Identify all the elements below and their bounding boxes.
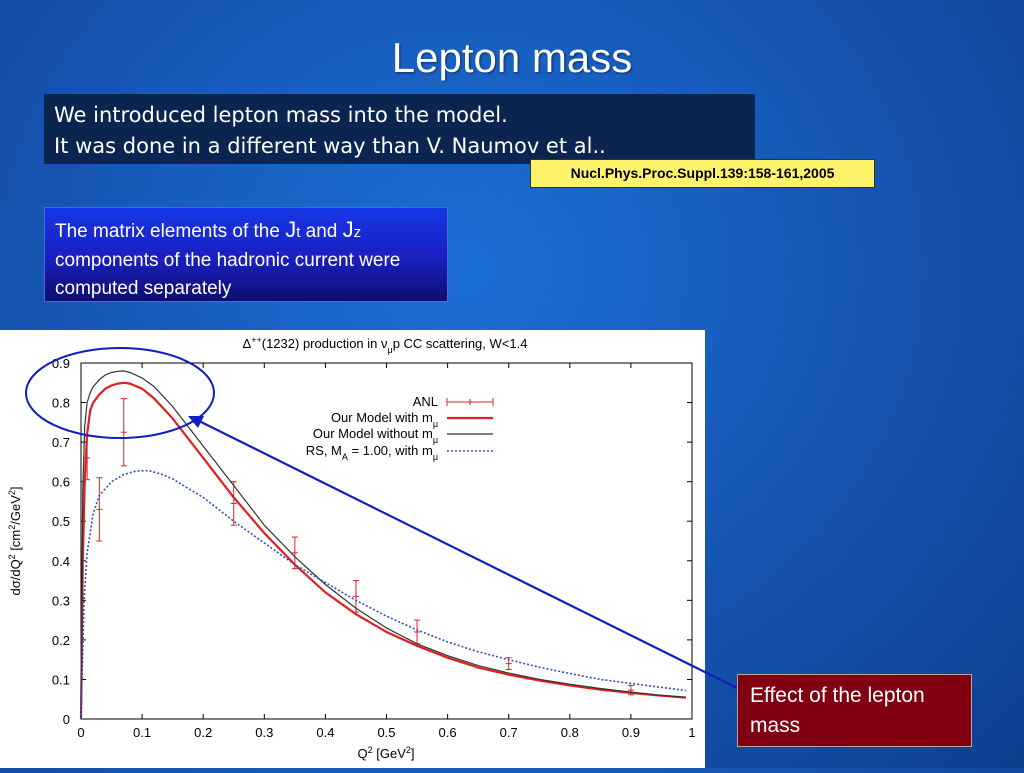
y-tick-label: 0.6	[52, 475, 70, 490]
x-tick-label: 0.2	[194, 725, 212, 740]
text-part: 2	[7, 554, 17, 559]
matrix-j-z: J	[342, 217, 354, 242]
reference-badge: Nucl.Phys.Proc.Suppl.139:158-161,2005	[530, 159, 875, 188]
matrix-elements-note: The matrix elements of the Jt and Jz com…	[44, 207, 448, 302]
text-part: [cm	[8, 530, 23, 555]
y-tick-label: 0.7	[52, 435, 70, 450]
x-tick-label: 0.1	[133, 725, 151, 740]
text-part: dσ/dQ	[8, 559, 23, 595]
text-part: ]	[8, 486, 23, 490]
x-tick-label: 0.6	[439, 725, 457, 740]
text-part: ++	[251, 335, 262, 345]
text-part: Q	[357, 746, 367, 761]
matrix-text-a: The matrix elements of the	[55, 221, 286, 242]
text-part: 2	[7, 490, 17, 495]
text-part: μ	[433, 419, 438, 429]
text-part: 2	[368, 745, 373, 755]
effect-of-lepton-mass-label: Effect of the lepton mass	[737, 674, 972, 747]
y-tick-label: 0.1	[52, 672, 70, 687]
text-part: p CC scattering, W<1.4	[393, 336, 528, 351]
y-axis-label: dσ/dQ2 [cm2/GeV2]	[7, 486, 23, 595]
text-part: [GeV	[373, 746, 407, 761]
slide-title: Lepton mass	[391, 34, 633, 81]
peak-highlight-ellipse	[25, 347, 215, 439]
x-tick-label: 0.3	[255, 725, 273, 740]
text-part: μ	[433, 435, 438, 445]
text-part: Our Model without m	[313, 426, 433, 441]
text-part: = 1.00, with m	[348, 443, 433, 458]
x-tick-label: 0	[77, 725, 84, 740]
cross-section-chart: 0 0.1 0.2 0.3 0.4 0.5 0.6 0.7 0.8 0.9 1 0 0.1 0.2 0.3 0…	[7, 335, 696, 761]
intro-text-box: We introduced lepton mass into the model…	[44, 94, 755, 164]
x-tick-label: 0.5	[377, 725, 395, 740]
plot-panel: 0 0.1 0.2 0.3 0.4 0.5 0.6 0.7 0.8 0.9 1 0 0.1 0.2 0.3 0…	[0, 330, 705, 768]
y-tick-label: 0.8	[52, 396, 70, 411]
x-tick-label: 0.7	[500, 725, 518, 740]
y-tick-label: 0.3	[52, 593, 70, 608]
text-part: ]	[411, 746, 415, 761]
y-tick-label: 0	[63, 712, 70, 727]
matrix-and: and	[300, 221, 343, 242]
text-part: (1232) production in ν	[262, 336, 388, 351]
y-tick-label: 0.5	[52, 514, 70, 529]
legend-label: ANL	[413, 394, 438, 409]
text-part: μ	[433, 452, 438, 462]
matrix-j-t: J	[285, 217, 297, 242]
legend-label: RS, MA = 1.00, with mμ	[306, 443, 438, 462]
x-tick-label: 0.8	[561, 725, 579, 740]
y-tick-label: 0.4	[52, 554, 70, 569]
intro-line-2: It was done in a different way than V. N…	[54, 134, 606, 158]
text-part: Δ	[243, 336, 252, 351]
x-tick-label: 1	[688, 725, 695, 740]
text-part: 2	[7, 525, 17, 530]
matrix-sub-t: t	[296, 224, 301, 241]
text-part: 2	[406, 745, 411, 755]
chart-title: Δ++(1232) production in νμp CC scatterin…	[243, 335, 528, 355]
x-tick-label: 0.4	[316, 725, 334, 740]
intro-line-1: We introduced lepton mass into the model…	[54, 103, 508, 127]
x-axis-label: Q2 [GeV2]	[357, 745, 414, 761]
x-tick-label: 0.9	[622, 725, 640, 740]
text-part: /GeV	[8, 495, 23, 525]
matrix-sub-z: z	[353, 224, 362, 241]
series-line-dotted-blue	[80, 469, 687, 720]
text-part: μ	[388, 345, 393, 355]
text-part: Our Model with m	[331, 410, 433, 425]
matrix-text-b: components of the hadronic current were …	[55, 250, 401, 299]
y-tick-label: 0.2	[52, 633, 70, 648]
text-part: RS, M	[306, 443, 342, 458]
